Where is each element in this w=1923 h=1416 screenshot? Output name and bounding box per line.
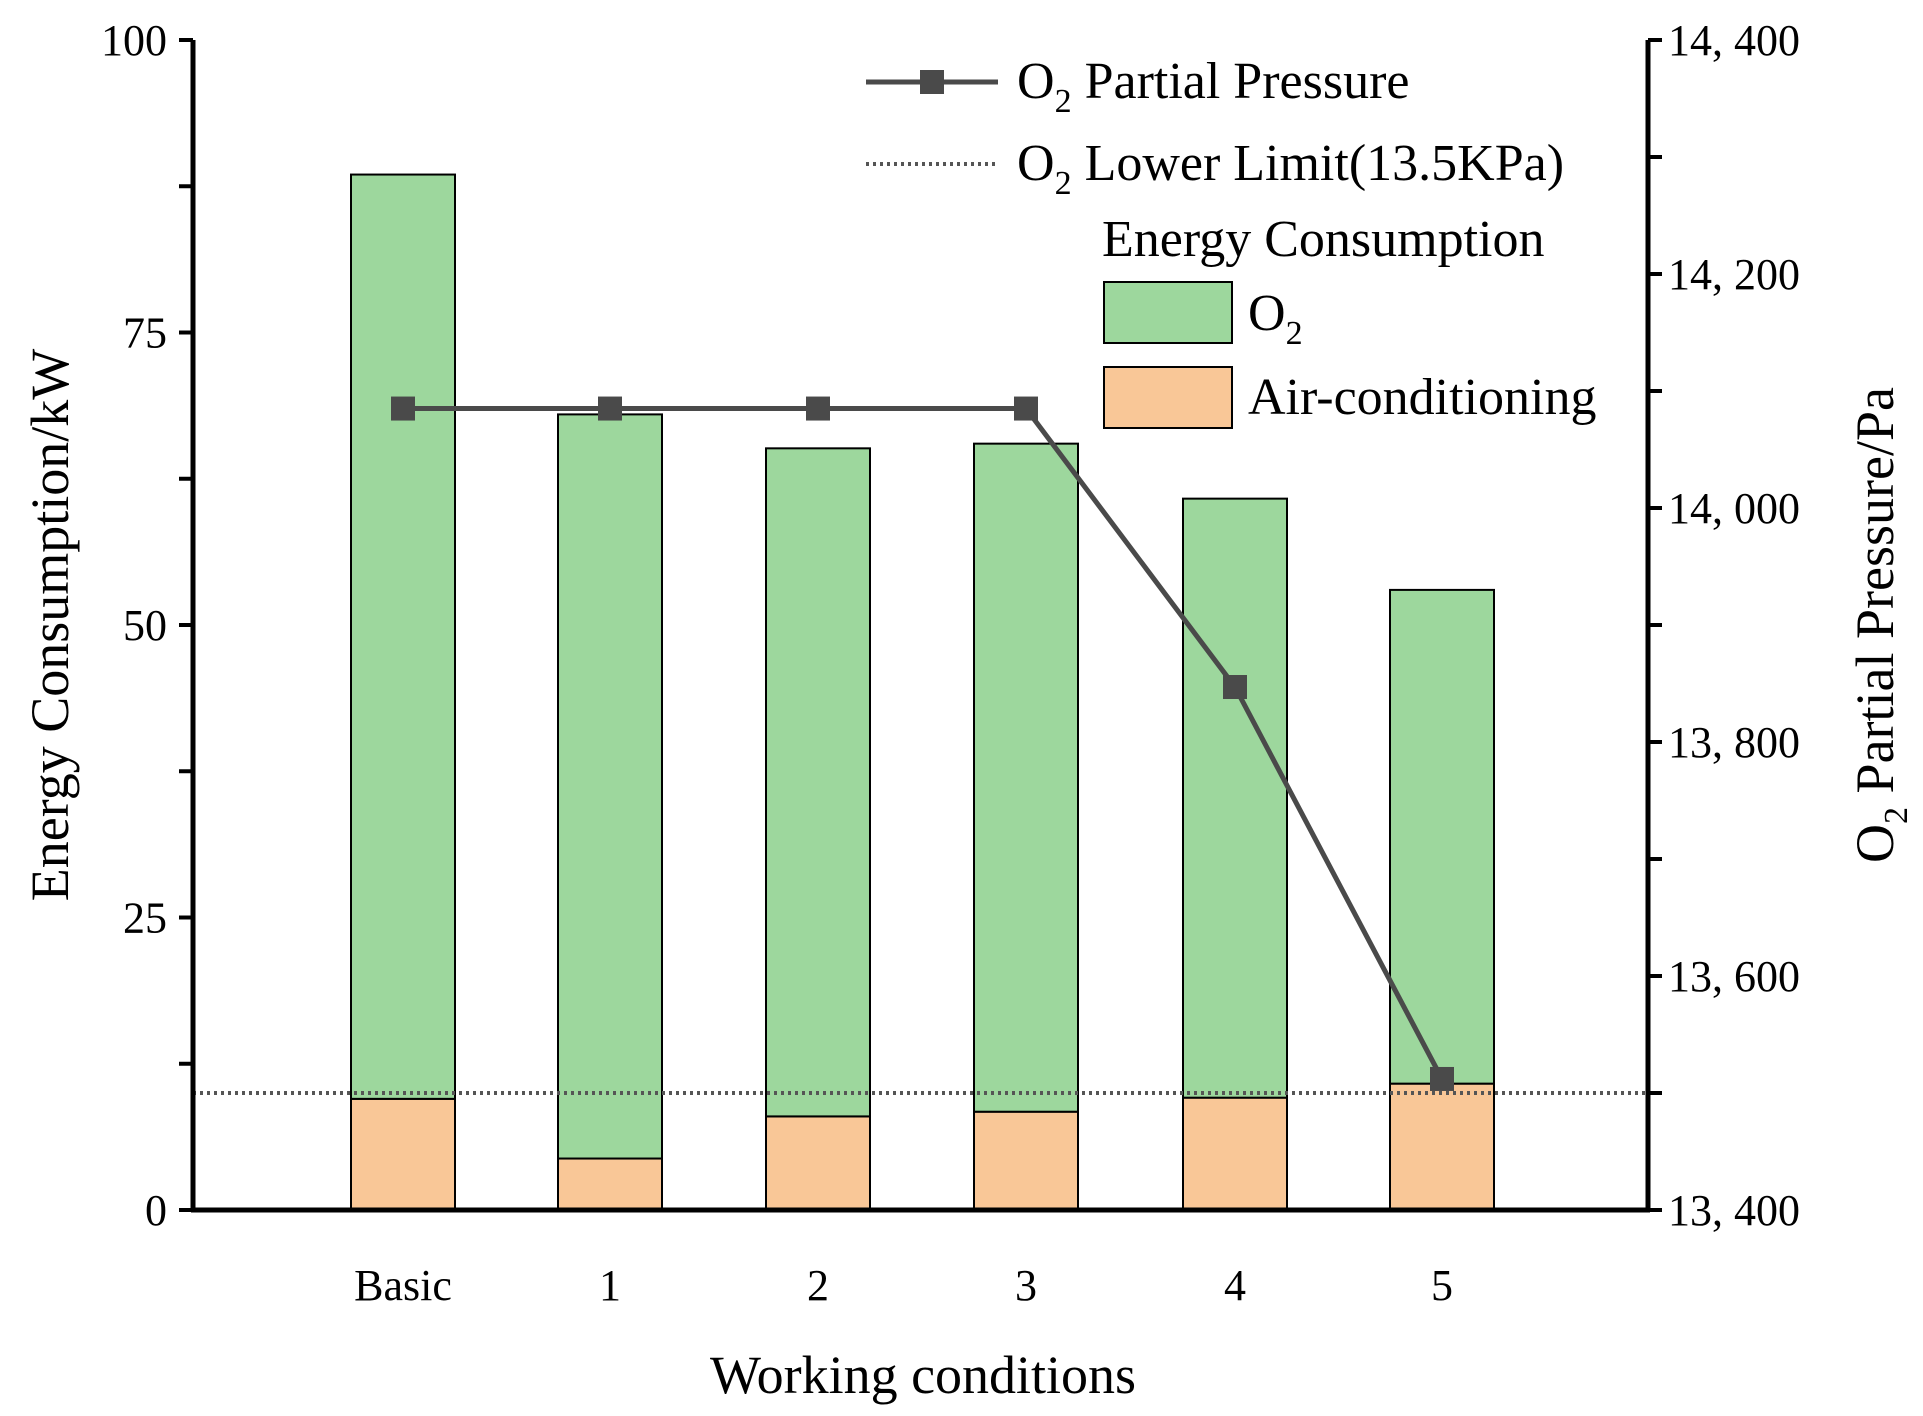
left-tick-label: 50 <box>123 601 167 650</box>
left-tick-label: 25 <box>123 894 167 943</box>
pressure-marker-5 <box>1430 1066 1454 1091</box>
legend-lower-limit-label-rest: Lower Limit(13.5KPa) <box>1072 135 1564 192</box>
x-tick-label: 1 <box>599 1261 621 1310</box>
legend-group-title: Energy Consumption <box>1102 211 1544 268</box>
pressure-marker-basic <box>391 396 415 421</box>
pressure-marker-1 <box>598 396 622 421</box>
legend-o2-label-base: O <box>1248 285 1286 342</box>
right-tick-label: 14, 400 <box>1668 16 1800 65</box>
legend-lower-limit-label-subscript: 2 <box>1055 165 1072 202</box>
y-axis-title: Energy Consumption/kW <box>20 349 80 902</box>
bar-o2-4 <box>1182 497 1288 1099</box>
y2-axis-title-rest: Partial Pressure/Pa <box>1845 387 1905 807</box>
legend-marker-swatch <box>920 70 944 94</box>
legend-pressure-label-base: O <box>1017 53 1055 110</box>
bar-o2-5 <box>1389 588 1495 1085</box>
y2-axis-title: O2 Partial Pressure/Pa <box>1845 387 1915 863</box>
legend-pressure-label-subscript: 2 <box>1055 83 1072 120</box>
right-tick-label: 13, 400 <box>1668 1186 1800 1235</box>
legend-pressure-label-rest: Partial Pressure <box>1072 53 1410 110</box>
bar-o2-3 <box>973 442 1079 1113</box>
bar-o2-2 <box>765 447 871 1118</box>
bar-o2-1 <box>557 413 663 1160</box>
left-tick-label: 0 <box>145 1186 167 1235</box>
x-tick-label: 3 <box>1015 1261 1037 1310</box>
pressure-line-layer <box>391 396 1454 1091</box>
x-axis-title: Working conditions <box>710 1345 1136 1405</box>
legend-ac-label: Air-conditioning <box>1248 369 1596 426</box>
x-tick-label: 2 <box>807 1261 829 1310</box>
o2-partial-pressure-line <box>403 406 1445 1081</box>
x-tick-label: 5 <box>1431 1261 1453 1310</box>
bar-air-conditioning-3 <box>973 1110 1079 1211</box>
right-tick-label: 14, 200 <box>1668 250 1800 299</box>
x-tick-label: 4 <box>1224 1261 1246 1310</box>
legend-o2-label-subscript: 2 <box>1286 315 1303 352</box>
legend-lower-limit-label: O2 Lower Limit(13.5KPa) <box>1017 135 1564 202</box>
legend-lower-limit-label-base: O <box>1017 135 1055 192</box>
y2-axis-title-subscript: 2 <box>1878 807 1915 824</box>
legend-o2-label: O2 <box>1248 285 1303 352</box>
bar-air-conditioning-1 <box>557 1157 663 1212</box>
y2-axis-title-base: O <box>1845 824 1905 863</box>
right-tick-label: 13, 600 <box>1668 952 1800 1001</box>
pressure-marker-2 <box>806 396 830 421</box>
bar-air-conditioning-4 <box>1182 1096 1288 1212</box>
pressure-marker-4 <box>1223 675 1247 700</box>
legend-ac-swatch <box>1103 366 1233 429</box>
pressure-marker-3 <box>1014 396 1038 421</box>
x-tick-label: Basic <box>354 1261 452 1310</box>
bar-layer <box>350 173 1495 1212</box>
legend-o2-swatch <box>1103 281 1233 344</box>
axis-titles: Working conditions Energy Consumption/kW O… <box>20 349 1915 1405</box>
legend-pressure-label: O2 Partial Pressure <box>1017 53 1410 120</box>
bar-air-conditioning-2 <box>765 1115 871 1212</box>
right-tick-label: 14, 000 <box>1668 484 1800 533</box>
left-tick-label: 100 <box>101 16 167 65</box>
right-tick-label: 13, 800 <box>1668 718 1800 767</box>
bar-o2-basic <box>350 173 456 1100</box>
left-tick-label: 75 <box>123 309 167 358</box>
bar-air-conditioning-5 <box>1389 1082 1495 1212</box>
bar-air-conditioning-basic <box>350 1097 456 1211</box>
